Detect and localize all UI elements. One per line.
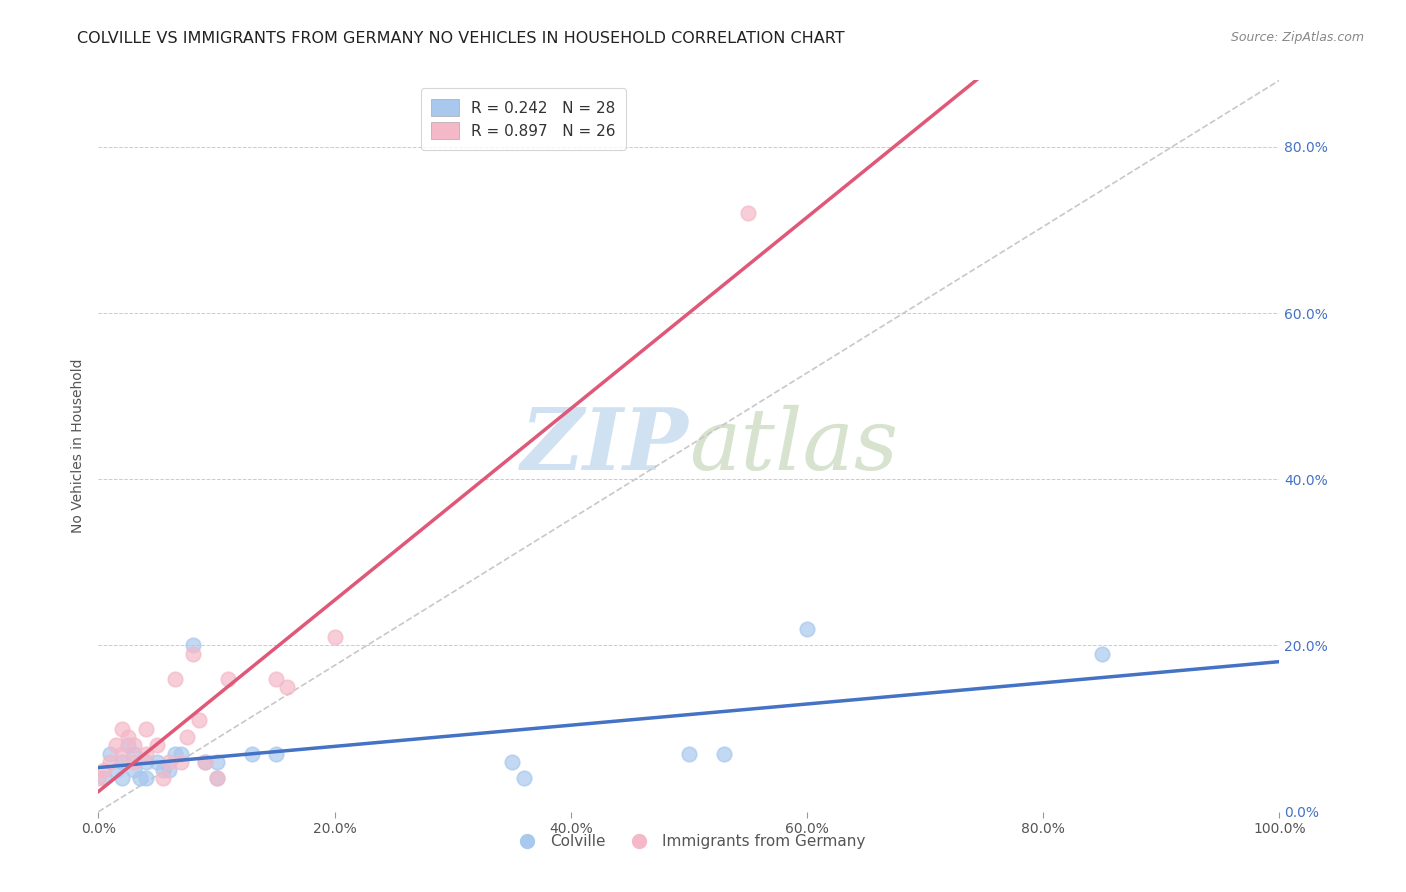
Point <box>152 763 174 777</box>
Point <box>122 763 145 777</box>
Point <box>170 747 193 761</box>
Point <box>181 647 204 661</box>
Point <box>135 755 157 769</box>
Point <box>205 755 228 769</box>
Point <box>194 755 217 769</box>
Point <box>512 772 534 786</box>
Point <box>146 755 169 769</box>
Point <box>117 738 139 752</box>
Point <box>111 772 134 786</box>
Point <box>111 747 134 761</box>
Point <box>87 772 110 786</box>
Point <box>93 772 115 786</box>
Point <box>135 747 157 761</box>
Point <box>157 755 180 769</box>
Point <box>205 772 228 786</box>
Point <box>105 738 128 752</box>
Point <box>796 622 818 636</box>
Legend: Colville, Immigrants from Germany: Colville, Immigrants from Germany <box>506 828 872 855</box>
Point <box>264 747 287 761</box>
Text: ZIP: ZIP <box>522 404 689 488</box>
Point <box>98 747 121 761</box>
Point <box>276 680 298 694</box>
Point <box>176 730 198 744</box>
Point <box>194 755 217 769</box>
Point <box>264 672 287 686</box>
Point <box>678 747 700 761</box>
Point <box>165 747 187 761</box>
Point <box>205 772 228 786</box>
Point <box>122 747 145 761</box>
Point <box>98 755 121 769</box>
Point <box>323 630 346 644</box>
Point <box>737 206 759 220</box>
Point <box>152 772 174 786</box>
Point <box>157 763 180 777</box>
Point <box>240 747 263 761</box>
Point <box>713 747 735 761</box>
Point <box>165 672 187 686</box>
Point <box>122 755 145 769</box>
Point <box>135 772 157 786</box>
Text: COLVILLE VS IMMIGRANTS FROM GERMANY NO VEHICLES IN HOUSEHOLD CORRELATION CHART: COLVILLE VS IMMIGRANTS FROM GERMANY NO V… <box>77 31 845 46</box>
Y-axis label: No Vehicles in Household: No Vehicles in Household <box>72 359 86 533</box>
Point <box>117 730 139 744</box>
Point <box>181 639 204 653</box>
Point <box>93 763 115 777</box>
Point <box>1091 647 1114 661</box>
Point <box>170 755 193 769</box>
Point <box>128 772 150 786</box>
Point <box>111 722 134 736</box>
Point <box>501 755 523 769</box>
Point <box>135 722 157 736</box>
Text: Source: ZipAtlas.com: Source: ZipAtlas.com <box>1230 31 1364 45</box>
Point <box>217 672 239 686</box>
Point <box>146 738 169 752</box>
Text: atlas: atlas <box>689 405 898 487</box>
Point <box>122 738 145 752</box>
Point <box>187 714 209 728</box>
Point <box>105 763 128 777</box>
Point <box>111 755 134 769</box>
